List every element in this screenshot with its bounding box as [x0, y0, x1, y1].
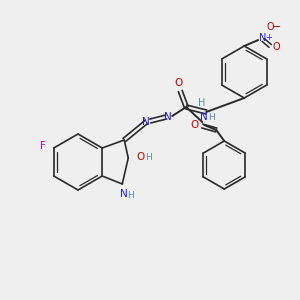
Text: H: H [198, 98, 205, 108]
Text: −: − [272, 22, 281, 32]
Text: O: O [266, 22, 274, 32]
Text: H: H [208, 113, 214, 122]
Text: N: N [142, 117, 150, 127]
Text: F: F [40, 141, 46, 151]
Text: H: H [127, 190, 134, 200]
Text: N: N [164, 112, 172, 122]
Text: O: O [174, 78, 182, 88]
Text: N: N [120, 189, 128, 199]
Text: O: O [272, 42, 280, 52]
Text: +: + [265, 34, 272, 43]
Text: O: O [136, 152, 144, 162]
Text: O: O [190, 120, 198, 130]
Text: H: H [145, 154, 152, 163]
Text: N: N [259, 33, 266, 43]
Text: N: N [200, 112, 208, 122]
